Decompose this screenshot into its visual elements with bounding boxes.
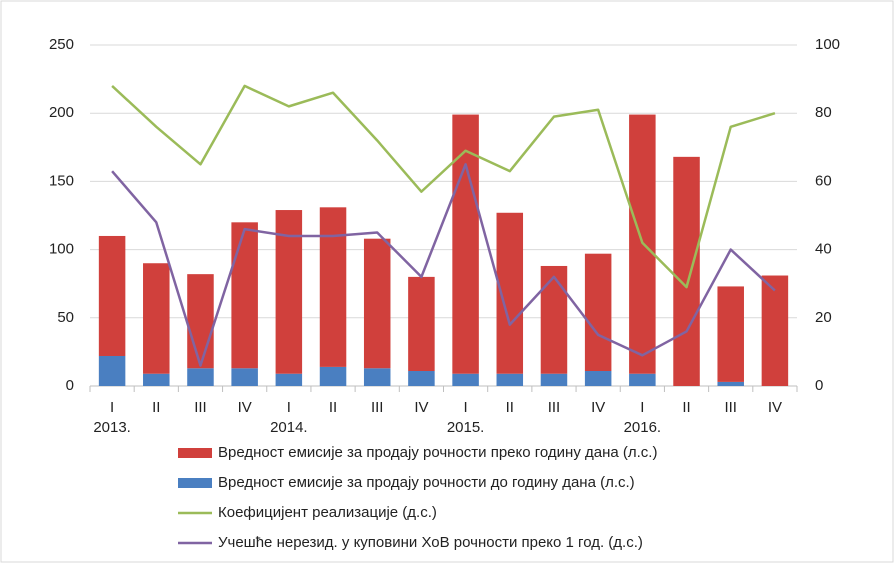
bar <box>452 114 479 374</box>
bar <box>363 238 391 369</box>
line-series <box>111 84 776 289</box>
bar <box>275 210 303 374</box>
x-tick-label: III <box>548 399 561 416</box>
x-tick-label: II <box>329 399 337 416</box>
x-tick-label: III <box>724 399 737 416</box>
bar <box>275 373 303 386</box>
x-tick-label: I <box>287 399 291 416</box>
x-tick-label: IV <box>414 399 428 416</box>
y2-tick-label: 80 <box>815 104 832 121</box>
bar <box>584 253 612 371</box>
y-tick-label: 0 <box>66 377 74 394</box>
y-tick-label: 50 <box>57 309 74 326</box>
y-tick-label: 200 <box>49 104 74 121</box>
legend-label: Коефицијент реализације (д.с.) <box>218 504 437 521</box>
bar <box>319 207 347 367</box>
bar <box>98 355 126 386</box>
bar <box>540 265 568 374</box>
x-tick-label: I <box>464 399 468 416</box>
bar <box>319 366 347 386</box>
y-tick-label: 100 <box>49 241 74 258</box>
line-series <box>111 163 776 367</box>
year-label: 2016. <box>624 419 662 436</box>
x-tick-label: I <box>110 399 114 416</box>
y-tick-label: 250 <box>49 36 74 53</box>
legend-swatch <box>178 478 212 488</box>
y2-tick-label: 0 <box>815 377 823 394</box>
y2-tick-label: 40 <box>815 241 832 258</box>
bar <box>717 381 744 386</box>
bar <box>761 275 789 386</box>
x-tick-label: IV <box>238 399 252 416</box>
legend-swatch <box>178 448 212 458</box>
year-label: 2013. <box>93 419 131 436</box>
bar <box>408 276 435 371</box>
bar <box>496 373 524 386</box>
x-tick-label: III <box>371 399 384 416</box>
legend-label: Вредност емисије за продају рочности пре… <box>218 444 657 461</box>
bar <box>231 222 258 369</box>
y2-tick-label: 20 <box>815 309 832 326</box>
bar <box>629 373 656 386</box>
y2-tick-label: 100 <box>815 36 840 53</box>
bar <box>231 368 258 386</box>
x-tick-label: II <box>682 399 690 416</box>
bar <box>143 263 170 374</box>
year-label: 2015. <box>447 419 485 436</box>
bar <box>408 370 435 386</box>
legend-label: Вредност емисије за продају рочности до … <box>218 474 635 491</box>
bar <box>98 235 126 356</box>
x-tick-label: II <box>506 399 514 416</box>
bar <box>717 286 744 382</box>
x-tick-label: IV <box>768 399 782 416</box>
bar <box>584 370 612 386</box>
x-tick-label: II <box>152 399 160 416</box>
year-label: 2014. <box>270 419 308 436</box>
legend-label: Учешће нерезид. у куповини ХоВ рочности … <box>218 534 643 551</box>
bar <box>363 368 391 386</box>
bar <box>187 274 214 369</box>
x-tick-label: IV <box>591 399 605 416</box>
bar <box>673 156 700 386</box>
bar <box>187 368 214 386</box>
bar <box>452 373 479 386</box>
y2-tick-label: 60 <box>815 172 832 189</box>
bar <box>143 373 170 386</box>
x-tick-label: I <box>640 399 644 416</box>
y-tick-label: 150 <box>49 172 74 189</box>
x-tick-label: III <box>194 399 207 416</box>
bar <box>540 373 568 386</box>
